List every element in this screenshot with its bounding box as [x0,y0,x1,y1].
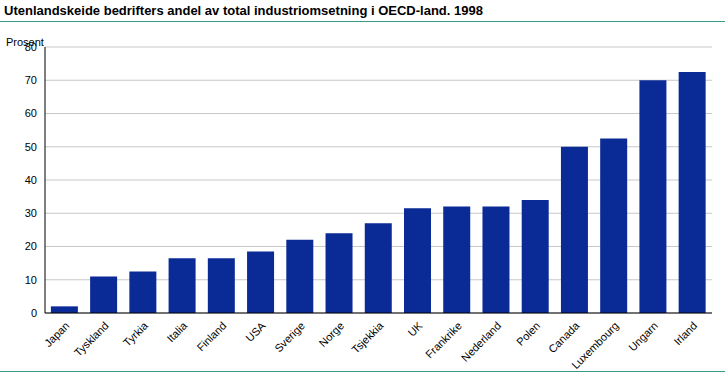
svg-text:Irland: Irland [671,319,699,347]
svg-text:10: 10 [25,274,37,286]
svg-text:Tsjekkia: Tsjekkia [349,319,386,356]
svg-text:Frankrike: Frankrike [423,319,464,360]
svg-text:80: 80 [25,41,37,53]
svg-text:Italia: Italia [164,319,190,345]
svg-text:Tyskland: Tyskland [72,319,111,358]
svg-text:UK: UK [405,319,425,339]
svg-text:20: 20 [25,240,37,252]
svg-text:Japan: Japan [42,319,72,349]
svg-text:Canada: Canada [546,319,582,355]
svg-text:Luxembourg: Luxembourg [569,319,621,370]
svg-text:Norge: Norge [317,319,347,349]
svg-text:Tyrkia: Tyrkia [121,319,151,349]
svg-text:Ungarn: Ungarn [626,319,660,353]
svg-text:Finland: Finland [194,319,228,353]
svg-text:60: 60 [25,107,37,119]
svg-text:USA: USA [243,319,268,344]
svg-text:Sverige: Sverige [272,319,307,354]
svg-text:30: 30 [25,207,37,219]
svg-text:0: 0 [31,307,37,319]
svg-text:50: 50 [25,141,37,153]
svg-text:Nederland: Nederland [459,319,503,363]
svg-text:70: 70 [25,74,37,86]
svg-text:40: 40 [25,174,37,186]
svg-text:Polen: Polen [514,319,542,347]
